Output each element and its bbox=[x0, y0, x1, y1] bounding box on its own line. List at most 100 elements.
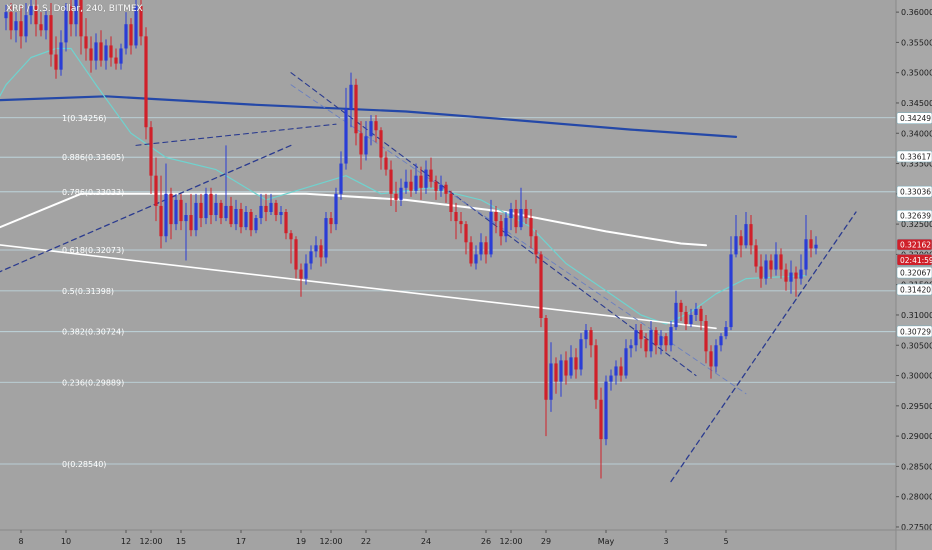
candle-body bbox=[324, 218, 328, 258]
candle-body bbox=[639, 330, 643, 340]
candle-body bbox=[534, 236, 538, 255]
candle-body bbox=[589, 330, 593, 346]
price-badge-bg bbox=[896, 266, 932, 279]
candle-body bbox=[304, 263, 308, 279]
time-tick-label: 15 bbox=[176, 537, 186, 546]
candle-body bbox=[9, 12, 13, 31]
fib-level-label: 0.786(0.33033) bbox=[62, 188, 124, 197]
candle-body bbox=[224, 205, 228, 219]
candle-body bbox=[704, 321, 708, 352]
candle-body bbox=[674, 302, 678, 328]
candle-body bbox=[309, 251, 313, 264]
candle-body bbox=[404, 181, 408, 188]
candle-body bbox=[149, 127, 153, 176]
price-badge-label: 0.32639 bbox=[900, 212, 931, 221]
time-tick-label: 12:00 bbox=[499, 537, 522, 546]
candle-body bbox=[339, 163, 343, 194]
candle-body bbox=[199, 202, 203, 219]
candle-body bbox=[584, 330, 588, 340]
candle-body bbox=[774, 254, 778, 270]
candle-body bbox=[164, 193, 168, 237]
candle-body bbox=[129, 24, 133, 46]
descending-trendline-faint[interactable] bbox=[290, 84, 747, 395]
candle-body bbox=[654, 330, 658, 346]
price-tick-label: 0.30000 bbox=[901, 372, 932, 381]
candle-body bbox=[219, 202, 223, 219]
price-badge-label: 0.30729 bbox=[900, 327, 931, 336]
candle-body bbox=[449, 193, 453, 212]
trendlines[interactable] bbox=[0, 72, 857, 483]
candle-body bbox=[104, 45, 108, 61]
candle-body bbox=[659, 336, 663, 346]
candle-body bbox=[394, 193, 398, 200]
candle-body bbox=[264, 205, 268, 212]
price-badges: 0.34249 0.33617 0.33036 0.32639 0.32162 02:41… bbox=[896, 112, 932, 338]
price-badge-bg bbox=[896, 185, 932, 198]
candle-body bbox=[239, 208, 243, 228]
fib-level-label: 0.618(0.32073) bbox=[62, 246, 124, 255]
candle-body bbox=[334, 193, 338, 225]
time-tick-label: May bbox=[598, 537, 615, 546]
price-tick-label: 0.36000 bbox=[901, 8, 932, 17]
price-badge-bg bbox=[896, 283, 932, 296]
support-trendline-solid[interactable] bbox=[0, 240, 717, 330]
candle-body bbox=[544, 318, 548, 400]
candle-body bbox=[779, 254, 783, 270]
candle-body bbox=[694, 308, 698, 315]
candle-body bbox=[364, 136, 368, 155]
candle-body bbox=[549, 363, 553, 400]
fib-levels: 1(0.34256) 0.886(0.33605) 0.786(0.33033) 0.… bbox=[0, 114, 896, 469]
channel-dashed-top[interactable] bbox=[135, 123, 337, 146]
time-tick-label: 10 bbox=[61, 537, 71, 546]
time-tick-label: 8 bbox=[18, 537, 23, 546]
candle-body bbox=[284, 212, 288, 234]
candle-body bbox=[604, 381, 608, 440]
candle-body bbox=[684, 311, 688, 325]
candle-body bbox=[714, 345, 718, 367]
fib-level-label: 0.236(0.29889) bbox=[62, 378, 124, 387]
candle-body bbox=[559, 360, 563, 382]
candle-body bbox=[249, 212, 253, 231]
candle-body bbox=[39, 24, 43, 31]
time-tick-label: 5 bbox=[723, 537, 728, 546]
candle-body bbox=[329, 218, 333, 225]
time-tick-label: 29 bbox=[541, 537, 551, 546]
candle-body bbox=[504, 218, 508, 237]
candle-body bbox=[484, 242, 488, 255]
candle-body bbox=[554, 363, 558, 382]
ma-mid-line bbox=[0, 192, 707, 247]
candle-body bbox=[179, 199, 183, 222]
price-badge: 0.33617 bbox=[896, 150, 932, 163]
fib-level-label: 0.5(0.31398) bbox=[62, 287, 114, 296]
candle-body bbox=[24, 15, 28, 37]
candle-body bbox=[169, 193, 173, 225]
ascending-trendline-dashed[interactable] bbox=[670, 211, 857, 483]
candle-body bbox=[519, 208, 523, 228]
price-tick-label: 0.35000 bbox=[901, 69, 932, 78]
price-badge-bg bbox=[896, 150, 932, 163]
price-tick-label: 0.28500 bbox=[901, 462, 932, 471]
price-badge: 0.32639 bbox=[896, 209, 932, 222]
price-tick-label: 0.35500 bbox=[901, 38, 932, 47]
candle-body bbox=[579, 339, 583, 370]
candle-body bbox=[359, 133, 363, 155]
price-badge-bg bbox=[896, 112, 932, 124]
candle-body bbox=[389, 169, 393, 194]
candle-body bbox=[314, 245, 318, 252]
ascending-trendline-left[interactable] bbox=[0, 144, 292, 290]
candle-body bbox=[79, 0, 83, 37]
price-tick-label: 0.29000 bbox=[901, 432, 932, 441]
candle-body bbox=[634, 330, 638, 346]
descending-trendline-dashed[interactable] bbox=[290, 72, 697, 377]
candle-body bbox=[64, 6, 68, 43]
candle-body bbox=[629, 345, 633, 349]
chart-title: XRP / U.S. Dollar, 240, BITMEX bbox=[6, 4, 143, 14]
candle-body bbox=[744, 224, 748, 246]
time-axis[interactable]: 8 10 12 12:00 15 17 19 12:00 22 24 26 12:00 29 May 3 5 bbox=[0, 529, 932, 546]
candle-body bbox=[194, 202, 198, 231]
price-tick-label: 0.29500 bbox=[901, 402, 932, 411]
price-badge-label: 0.32162 bbox=[900, 241, 931, 250]
candle-body bbox=[114, 57, 118, 64]
